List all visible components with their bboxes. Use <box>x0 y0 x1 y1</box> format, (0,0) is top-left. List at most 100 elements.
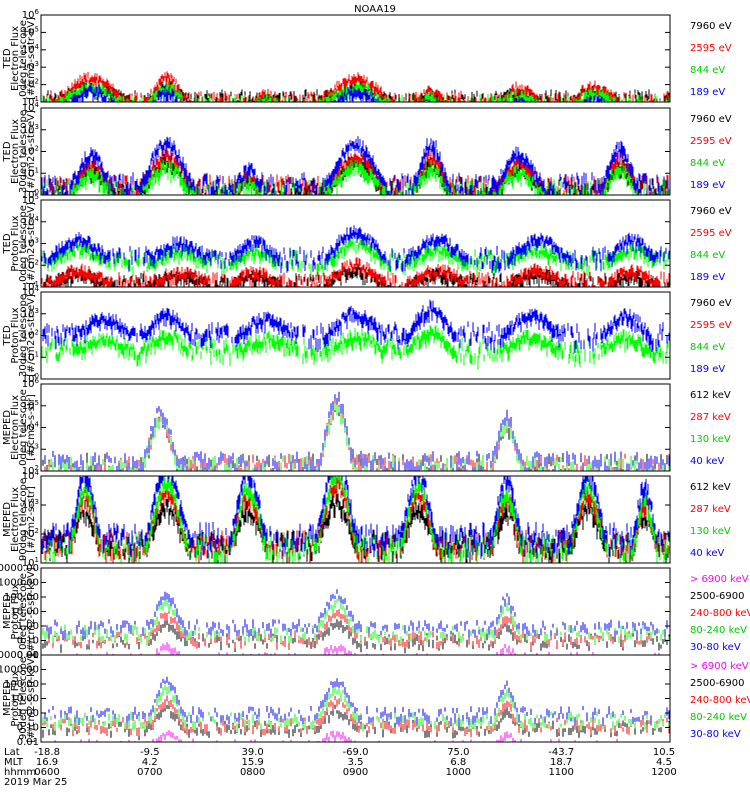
legend-entry: 189 eV <box>690 364 725 375</box>
y-tick-exponent: 5 <box>35 25 39 33</box>
legend-entry: 612 keV <box>690 482 731 493</box>
y-tick-exponent: 2 <box>35 527 39 535</box>
y-tick-exponent: 6 <box>35 8 40 16</box>
legend-entry: 80-240 keV <box>690 625 747 636</box>
y-tick-label: 1.00 <box>17 621 39 632</box>
panel-7: 0.01 0.10 1.00 10.00 100.00 1000.00 10000.00 ME… <box>0 563 750 661</box>
time-axis-value: 1200 <box>651 767 676 778</box>
legend-entry: 2595 eV <box>690 320 732 331</box>
legend-entry: 844 eV <box>690 65 725 76</box>
y-tick-label: 100.00 <box>4 679 39 690</box>
panel-frame <box>40 475 671 564</box>
legend-entry: 2595 eV <box>690 228 732 239</box>
y-axis-label-line: 0deg telescope <box>18 573 29 650</box>
time-axis-row-label: hhmm <box>4 767 36 778</box>
y-tick-exponent: 3 <box>35 237 39 245</box>
y-axis-label-line: [#/cm2-s-str-keV] <box>26 654 37 742</box>
time-axis-row-label: MLT <box>4 757 24 768</box>
series-trace-4 <box>40 391 670 471</box>
time-axis-value: 6.8 <box>450 757 466 768</box>
legend-entry: 40 keV <box>690 548 724 559</box>
y-tick-exponent: 4 <box>35 215 40 223</box>
time-axis-value: 0800 <box>240 767 265 778</box>
time-axis-value: 16.9 <box>36 757 58 768</box>
y-axis-label-line: 30deg telescope <box>18 110 29 193</box>
legend-entry: 2595 eV <box>690 136 732 147</box>
panel-8: 0.01 0.10 1.00 10.00 100.00 1000.00 10000.00 ME… <box>0 650 750 748</box>
time-axis-value: 0700 <box>137 767 162 778</box>
series-trace-4 <box>71 85 605 102</box>
time-axis-value: -69.0 <box>343 747 369 758</box>
time-axis-value: 4.2 <box>142 757 158 768</box>
y-tick-exponent: 2 <box>35 78 39 86</box>
legend-entry: 130 keV <box>690 526 731 537</box>
time-axis-value: 4.5 <box>656 757 672 768</box>
y-tick-exponent: 2 <box>35 258 39 266</box>
legend-entry: 189 eV <box>690 180 725 191</box>
y-axis-label-line: MEPED <box>2 594 13 629</box>
y-tick-exponent: 4 <box>35 469 40 477</box>
y-tick-exponent: 1 <box>35 166 39 174</box>
y-axis-label-line: MEPED <box>2 502 13 537</box>
y-axis-label-line: Proton Flux <box>10 670 21 726</box>
y-axis-label-line: TED <box>2 325 13 346</box>
y-tick-label: 0.10 <box>17 636 39 647</box>
y-tick-label: 1000.00 <box>0 665 39 676</box>
y-axis-label-line: Proton Flux <box>10 215 21 271</box>
legend-entry: 612 keV <box>690 390 731 401</box>
legend-entry: 189 eV <box>690 87 725 98</box>
date-label: 2019 Mar 25 <box>4 777 67 788</box>
legend-entry: 844 eV <box>690 158 725 169</box>
y-tick-exponent: 3 <box>35 307 39 315</box>
legend-entry: 7960 eV <box>690 206 732 217</box>
y-tick-exponent: 3 <box>35 442 39 450</box>
legend-entry: 287 keV <box>690 412 731 423</box>
y-tick-label: 100.00 <box>4 592 39 603</box>
legend-entry: 130 keV <box>690 434 731 445</box>
y-axis-label-line: Electron Flux <box>10 487 21 552</box>
y-axis-label-line: MEPED <box>2 410 13 445</box>
y-axis-label-line: 0deg telescope <box>18 389 29 466</box>
y-axis-label-line: Electron Flux <box>10 395 21 460</box>
y-axis-label-line: 30deg telescope <box>18 294 29 377</box>
legend-entry: 7960 eV <box>690 298 732 309</box>
y-tick-exponent: 3 <box>35 498 39 506</box>
time-axis-value: 1100 <box>548 767 573 778</box>
time-axis-value: 10.5 <box>653 747 675 758</box>
time-axis-value: 3.5 <box>348 757 364 768</box>
y-axis-label-line: TED <box>2 141 13 162</box>
y-tick-exponent: 1 <box>35 556 39 564</box>
y-tick-exponent: 4 <box>35 43 40 51</box>
y-tick-exponent: 3 <box>35 123 39 131</box>
y-tick-exponent: 5 <box>35 193 39 201</box>
legend-entry: 240-800 keV <box>690 608 750 619</box>
legend-entry: 240-800 keV <box>690 695 750 706</box>
y-axis-label-line: Electron Flux <box>10 119 21 184</box>
legend-entry: 844 eV <box>690 250 725 261</box>
y-tick-label: 10.00 <box>10 607 39 618</box>
y-tick-exponent: 4 <box>35 421 40 429</box>
y-tick-exponent: 5 <box>35 399 39 407</box>
y-tick-exponent: 1 <box>35 280 39 288</box>
legend-entry: 189 eV <box>690 272 725 283</box>
legend-entry: 2595 eV <box>690 43 732 54</box>
y-tick-exponent: 4 <box>35 101 40 109</box>
y-axis-label-line: TED <box>2 48 13 69</box>
y-axis-label-line: 90deg telescope <box>18 657 29 740</box>
y-tick-exponent: 0 <box>35 372 39 380</box>
series-trace-1 <box>76 642 660 655</box>
legend-entry: 7960 eV <box>690 21 732 32</box>
y-axis-label-line: Proton Flux <box>10 583 21 639</box>
time-axis-value: 0900 <box>343 767 368 778</box>
legend-entry: 30-80 keV <box>690 642 741 653</box>
y-tick-exponent: 2 <box>35 329 39 337</box>
series-trace-4 <box>40 299 670 354</box>
legend-entry: 40 keV <box>690 456 724 467</box>
time-axis-value: -43.7 <box>548 747 574 758</box>
